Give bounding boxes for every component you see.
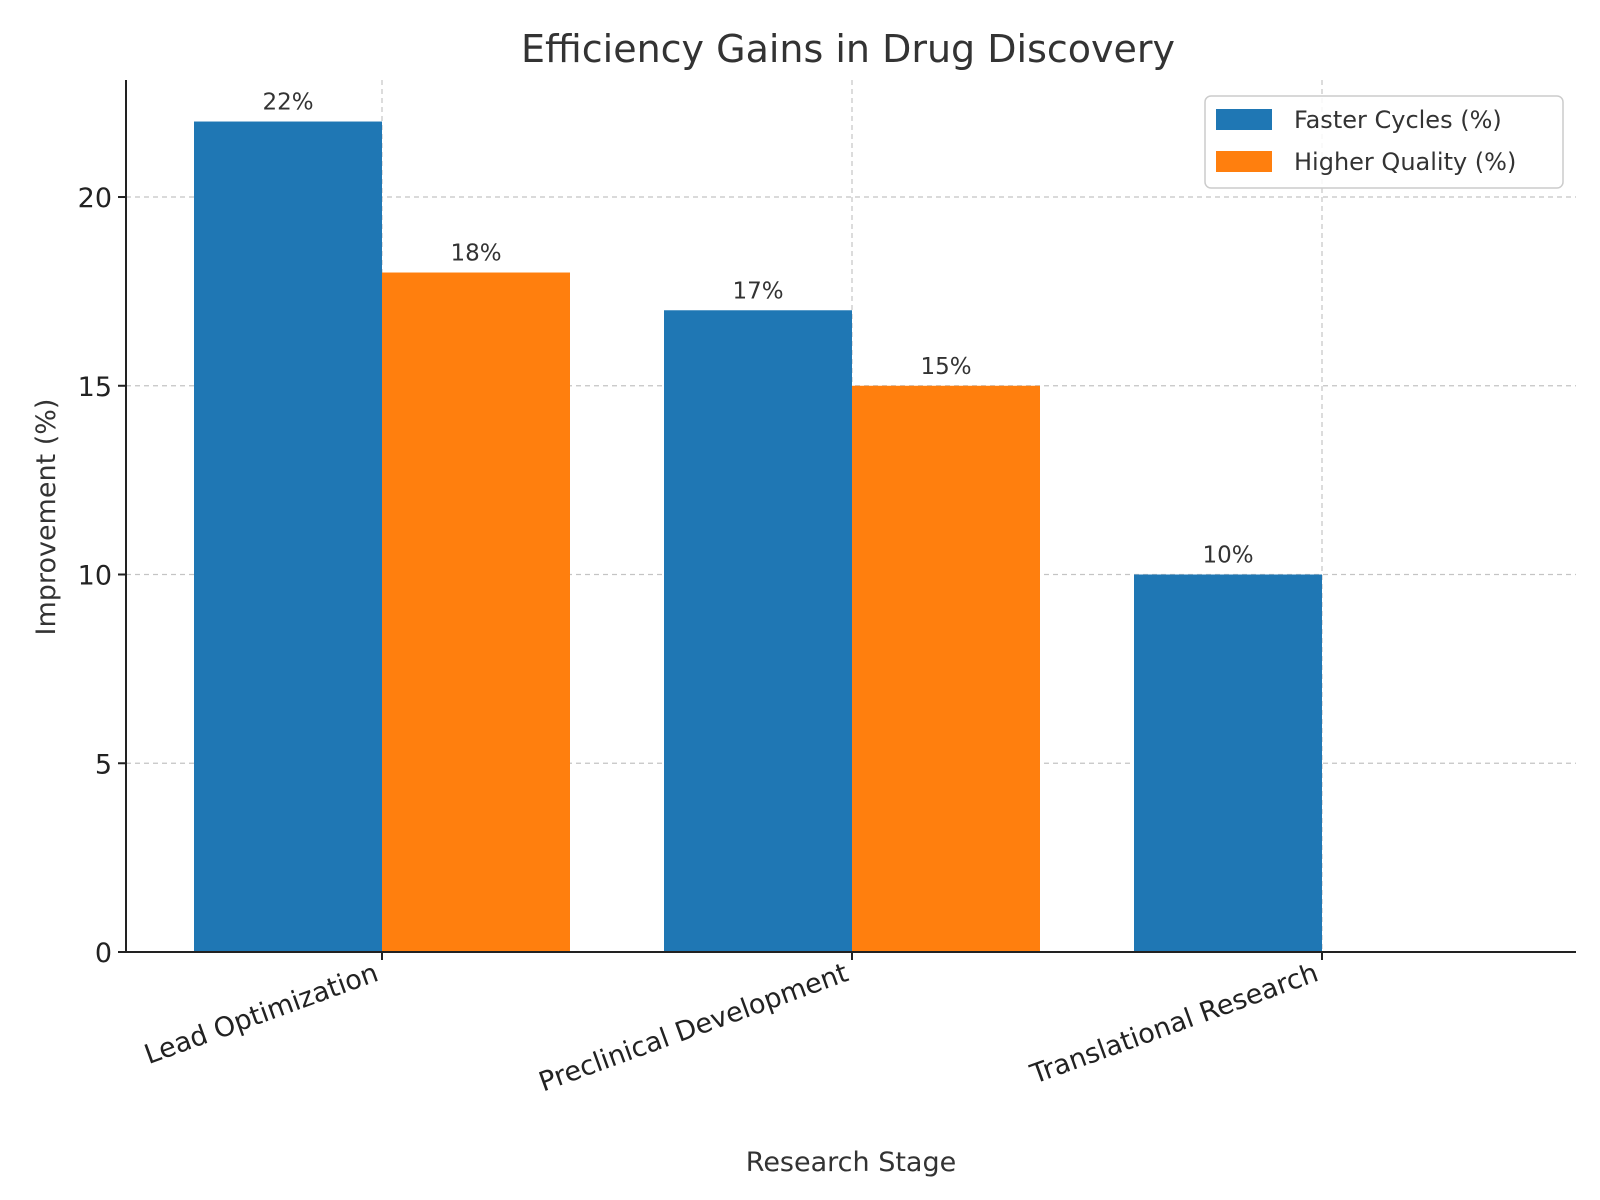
bar-higher-quality-1: [852, 385, 1040, 952]
legend-swatch-higher-quality: [1216, 151, 1272, 172]
bar-value-label: 17%: [732, 278, 783, 304]
y-tick-label: 15: [78, 372, 112, 403]
x-category-label: Preclinical Development: [535, 957, 853, 1098]
y-tick-label: 20: [78, 183, 112, 214]
bar-value-label: 18%: [450, 241, 501, 267]
x-category-label: Lead Optimization: [140, 957, 382, 1070]
bar-higher-quality-0: [382, 272, 570, 952]
bar-faster-cycles-0: [194, 121, 382, 953]
chart-title: Efficiency Gains in Drug Discovery: [521, 27, 1175, 71]
legend: Faster Cycles (%) Higher Quality (%): [1204, 95, 1564, 189]
bar-value-labels: 22% 17% 10% 18% 15%: [262, 90, 1253, 569]
legend-box: [1204, 95, 1564, 189]
bar-value-label: 15%: [920, 354, 971, 380]
bar-faster-cycles-1: [664, 310, 852, 952]
x-axis-label: Research Stage: [746, 1147, 956, 1178]
y-tick-label: 5: [95, 749, 112, 780]
bars: [194, 121, 1322, 953]
y-tick-label: 0: [95, 938, 112, 969]
bar-value-label: 22%: [262, 90, 313, 116]
bar-faster-cycles-2: [1134, 574, 1322, 952]
y-axis-label: Improvement (%): [31, 399, 62, 636]
legend-swatch-faster-cycles: [1216, 109, 1272, 130]
legend-label-faster-cycles: Faster Cycles (%): [1294, 106, 1502, 134]
x-category-label: Translational Research: [1026, 957, 1323, 1090]
legend-label-higher-quality: Higher Quality (%): [1294, 148, 1516, 176]
y-tick-label: 10: [78, 561, 112, 592]
bar-value-label: 10%: [1202, 543, 1253, 569]
